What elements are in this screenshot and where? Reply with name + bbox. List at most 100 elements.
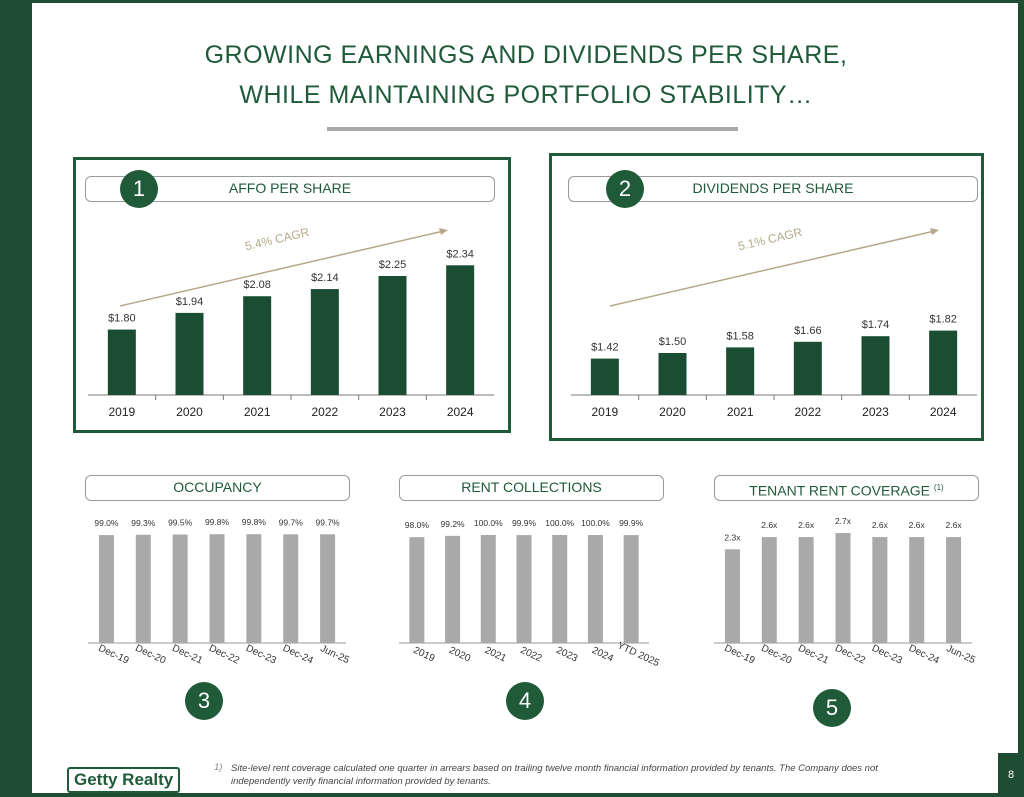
rent_collections-tick-label: 2019 (412, 645, 437, 665)
coverage-value-label: 2.6x (798, 520, 815, 530)
occupancy-bar (320, 534, 336, 643)
coverage-tick-label: Dec-23 (870, 643, 904, 667)
company-logo: Getty Realty (67, 767, 181, 793)
coverage-tick-label: Dec-19 (723, 643, 757, 667)
rent_collections-bar (516, 535, 532, 643)
coverage-bar (761, 537, 777, 643)
dividends-bar (726, 347, 755, 395)
affo-bar (175, 312, 204, 395)
coverage-bar (724, 549, 740, 643)
occupancy-value-label: 99.7% (316, 517, 341, 527)
affo-cagr-arrow (119, 230, 443, 307)
dividends-value-label: $1.42 (591, 342, 619, 354)
occupancy-value-label: 99.3% (131, 518, 156, 528)
rent_collections-value-label: 100.0% (474, 518, 503, 528)
dividends-value-label: $1.82 (929, 314, 957, 326)
footnote: Site-level rent coverage calculated one … (231, 763, 878, 787)
coverage-value-label: 2.6x (946, 520, 963, 530)
slide-title-line-1: GROWING EARNINGS AND DIVIDENDS PER SHARE… (204, 41, 848, 69)
rent_collections-bar (445, 535, 461, 643)
rent_collections-tick-label: 2020 (447, 645, 472, 665)
rent_collections-bar (587, 535, 603, 643)
dividends-bar (590, 358, 619, 395)
dividends-tick-label: 2021 (727, 405, 754, 419)
occupancy-tick-label: Dec-21 (170, 643, 204, 667)
dividends-badge: 2 (606, 170, 644, 208)
occupancy-value-label: 99.8% (242, 517, 267, 527)
rent_collections-bar (409, 537, 425, 643)
slide-title-line-2: WHILE MAINTAINING PORTFOLIO STABILITY… (239, 81, 813, 109)
occupancy-bar (172, 534, 188, 643)
coverage-tick-label: Dec-21 (796, 643, 830, 667)
affo-tick-label: 2019 (108, 405, 135, 419)
rent_collections-tick-label: 2022 (519, 645, 544, 665)
coverage-value-label: 2.6x (872, 520, 889, 530)
affo-value-label: $1.94 (176, 296, 204, 308)
page-number: 8 (998, 753, 1024, 797)
affo-panel (73, 157, 511, 433)
affo-value-label: $2.25 (379, 259, 407, 271)
occupancy-value-label: 99.0% (94, 518, 119, 528)
dividends-tick-label: 2022 (794, 405, 821, 419)
occupancy-value-label: 99.5% (168, 518, 193, 528)
coverage-tick-label: Jun-25 (944, 643, 977, 666)
dividends-bar (929, 330, 958, 395)
coverage-value-label: 2.6x (909, 520, 926, 530)
affo-tick-label: 2022 (311, 405, 338, 419)
rent_collections-bar (623, 535, 639, 643)
occupancy-bar (135, 534, 151, 643)
affo-tick-label: 2024 (447, 405, 474, 419)
slide: GROWING EARNINGS AND DIVIDENDS PER SHARE… (14, 3, 1024, 797)
rent-collections-badge: 4 (506, 682, 544, 720)
coverage-tick-label: Dec-20 (759, 643, 793, 667)
occupancy-bar (98, 535, 114, 643)
coverage-tick-label: Dec-22 (833, 643, 867, 667)
occupancy-tick-label: Dec-24 (281, 643, 315, 667)
occupancy-tick-label: Dec-20 (133, 643, 167, 667)
occupancy-bar (283, 534, 299, 643)
rent_collections-bar (480, 535, 496, 643)
dividends-panel (549, 153, 984, 441)
title-divider (327, 127, 738, 131)
coverage-title-text: TENANT RENT COVERAGE (749, 482, 931, 499)
affo-tick-label: 2020 (176, 405, 203, 419)
occupancy-bar (246, 534, 262, 643)
affo-value-label: $2.08 (243, 279, 271, 291)
affo-tick-label: 2023 (379, 405, 406, 419)
affo-cagr-label: 5.4% CAGR (244, 225, 311, 253)
affo-badge: 1 (120, 170, 158, 208)
dividends-tick-label: 2024 (930, 405, 957, 419)
dividends-cagr-label: 5.1% CAGR (737, 225, 804, 253)
rent_collections-value-label: 99.9% (512, 518, 537, 528)
coverage-title-superscript: (1) (933, 483, 944, 492)
affo-value-label: $1.80 (108, 313, 136, 325)
dividends-cagr-arrowhead (930, 228, 939, 235)
affo-bar (107, 329, 136, 395)
coverage-value-label: 2.6x (761, 520, 778, 530)
affo-bar (378, 276, 407, 395)
dividends-value-label: $1.58 (726, 330, 754, 342)
affo-bar (310, 289, 339, 395)
occupancy-tick-label: Jun-25 (318, 643, 351, 666)
affo-bar (243, 296, 272, 395)
dividends-cagr-arrow (609, 230, 934, 307)
rent_collections-value-label: 100.0% (581, 518, 610, 528)
dividends-bar (861, 336, 890, 395)
rent_collections-value-label: 98.0% (405, 520, 430, 530)
coverage-bar (909, 537, 925, 643)
coverage-value-label: 2.7x (835, 516, 852, 526)
occupancy-tick-label: Dec-22 (207, 643, 241, 667)
dividends-tick-label: 2023 (862, 405, 889, 419)
charts-canvas: $1.80 2019 $1.94 2020 $2.08 2021 $2.14 2022 $2.2… (88, 225, 977, 669)
dividends-bar (793, 341, 822, 395)
dividends-value-label: $1.74 (862, 319, 890, 331)
dividends-bar (658, 353, 687, 395)
affo-bar (446, 265, 475, 395)
coverage-bar (946, 537, 962, 643)
coverage-bar (835, 533, 851, 643)
affo-cagr-arrowhead (439, 228, 448, 235)
rent_collections-tick-label: 2021 (483, 645, 508, 665)
coverage-bar (798, 537, 814, 643)
coverage-value-label: 2.3x (724, 532, 741, 542)
rent_collections-value-label: 99.2% (441, 519, 466, 529)
